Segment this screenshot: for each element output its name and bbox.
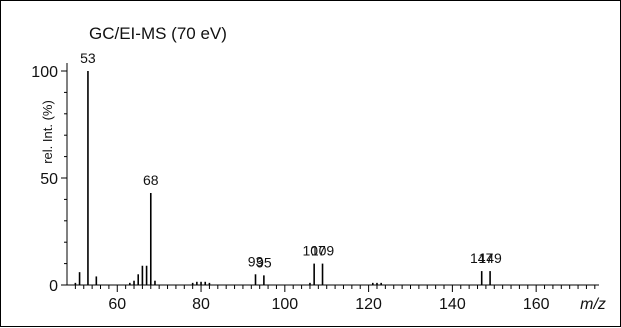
peak-label: 95 xyxy=(256,254,272,270)
x-tick-label: 80 xyxy=(192,296,210,313)
y-tick-label: 50 xyxy=(40,171,58,188)
chart-title: GC/EI-MS (70 eV) xyxy=(89,24,227,43)
peak-label: 147 xyxy=(470,250,494,266)
peak-label: 109 xyxy=(311,243,335,259)
x-tick-label: 160 xyxy=(523,296,550,313)
peak-label: 107 xyxy=(302,243,326,259)
x-tick-label: 100 xyxy=(271,296,298,313)
x-tick-label: 140 xyxy=(439,296,466,313)
peak-label: 93 xyxy=(248,253,264,269)
x-tick-label: 120 xyxy=(355,296,382,313)
y-tick-label: 0 xyxy=(49,278,58,295)
x-tick-label: 60 xyxy=(108,296,126,313)
peak-label: 68 xyxy=(143,172,159,188)
y-axis-label: rel. Int. (%) xyxy=(40,100,55,164)
peak-label: 149 xyxy=(478,250,502,266)
peak-label: 53 xyxy=(80,50,96,66)
x-axis-label: m/z xyxy=(580,296,606,313)
y-tick-label: 100 xyxy=(31,64,58,81)
peaks xyxy=(74,71,491,285)
axes: 0 50 100 60 80 100 120 140 160 xyxy=(31,63,599,313)
